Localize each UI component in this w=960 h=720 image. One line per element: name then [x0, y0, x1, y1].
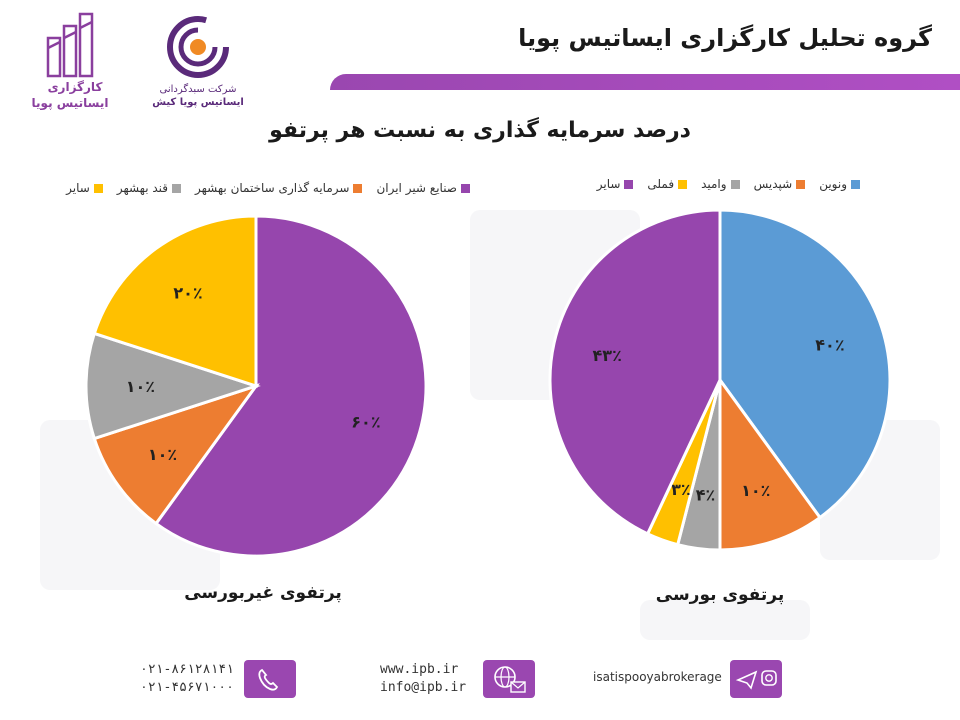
chart-title: درصد سرمایه گذاری به نسبت هر پرتفو [269, 118, 691, 143]
sabad-gardani-logo [167, 16, 229, 78]
legend-label: شپدیس [753, 177, 793, 191]
pie-slice [718, 375, 823, 552]
telegram-instagram-icon[interactable] [730, 660, 782, 698]
pie-data-label: ۴۰٪ [815, 335, 844, 354]
website-link[interactable]: www.ipb.ir [380, 662, 459, 677]
legend-bourse: ونوین شپدیس وامید فملی سایر [583, 177, 860, 191]
legend-swatch [624, 180, 634, 189]
legend-label: وامید [701, 177, 727, 191]
pie-slice [548, 208, 722, 536]
phone-icon[interactable] [244, 660, 296, 698]
legend-label: فملی [647, 177, 675, 191]
legend-swatch [172, 184, 182, 193]
legend-item: قند بهشهر [116, 181, 182, 195]
legend-label: سایر [66, 181, 90, 195]
header-title: گروه تحلیل کارگزاری ایساتیس پویا [518, 24, 932, 52]
logo-text-line1: کارگزاری [47, 80, 103, 94]
legend-label: قند بهشهر [116, 181, 169, 195]
social-handle[interactable]: isatispooyabrokerage [593, 670, 722, 684]
legend-item: سایر [597, 177, 634, 191]
legend-item: شپدیس [754, 177, 806, 191]
phone-number-2: ۰۲۱-۴۵۶۷۱۰۰۰ [140, 680, 234, 695]
email-link[interactable]: info@ipb.ir [380, 680, 467, 695]
legend-item: فملی [647, 177, 688, 191]
bg-tile [640, 600, 810, 640]
legend-label: سرمایه گذاری ساختمان بهشهر [195, 181, 350, 195]
legend-label: ونوین [819, 177, 847, 191]
pie-data-label: ۶۰٪ [351, 413, 380, 432]
legend-swatch [678, 180, 688, 189]
pie-slice [92, 214, 258, 389]
pie-data-label: ۴۳٪ [593, 346, 622, 365]
pie-data-label: ۲۰٪ [173, 283, 202, 302]
legend-swatch [461, 184, 470, 193]
legend-item: ونوین [819, 177, 860, 191]
legend-item: سایر [66, 181, 103, 195]
legend-swatch [353, 184, 363, 193]
legend-swatch [796, 180, 806, 189]
pie-slice [718, 208, 892, 520]
caption-bourse: پرتفوی بورسی [655, 585, 785, 605]
second-logo-line2: ایساتیس پویا کیش [152, 97, 244, 108]
isatis-brokerage-logo [46, 12, 94, 78]
pie-slice [153, 214, 428, 558]
legend-swatch [851, 180, 860, 189]
legend-non-bourse: صنایع شیر ایران سرمایه گذاری ساختمان بهشه… [52, 181, 470, 195]
second-logo-line1: شرکت سبدگردانی [159, 84, 237, 95]
legend-item: وامید [701, 177, 740, 191]
pie-data-label: ۳٪ [671, 480, 691, 499]
legend-item: سرمایه گذاری ساختمان بهشهر [195, 181, 363, 195]
globe-mail-icon[interactable] [483, 660, 535, 698]
legend-swatch [730, 180, 740, 189]
legend-label: سایر [596, 177, 621, 191]
phone-number-1: ۰۲۱-۸۶۱۲۸۱۴۱ [140, 662, 234, 677]
pie-data-label: ۱۰٪ [741, 481, 770, 500]
legend-swatch [93, 184, 103, 193]
header-accent-bar [330, 74, 960, 90]
pie-slice [92, 383, 260, 526]
pie-slice [84, 331, 261, 441]
pie-data-label: ۴٪ [696, 486, 716, 505]
legend-label: صنایع شیر ایران [376, 181, 457, 195]
caption-non-bourse: پرتفوی غیربورسی [184, 583, 342, 603]
logo-text-line2: ایساتیس پویا [31, 96, 109, 110]
pie-data-label: ۱۰٪ [148, 445, 177, 464]
pie-data-label: ۱۰٪ [126, 377, 155, 396]
legend-item: صنایع شیر ایران [376, 181, 470, 195]
